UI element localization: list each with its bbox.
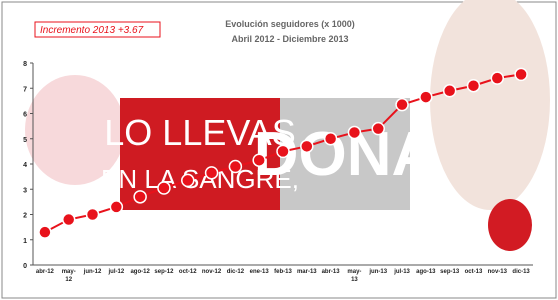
heart [488,199,532,251]
marker [158,182,170,194]
x-tick-label: jul-13 [392,268,412,276]
marker [182,174,194,186]
marker [229,161,241,173]
x-tick-label: ene-13 [249,268,269,276]
x-tick-label: ago-13 [416,268,436,276]
marker [515,68,527,80]
y-tick-label: 4 [23,162,27,169]
x-tick-label: oct-13 [463,268,483,276]
marker [396,99,408,111]
x-tick-label: abr-13 [321,268,341,276]
marker [110,201,122,213]
marker [277,145,289,157]
x-tick-label: sep-12 [154,268,174,276]
x-tick-label: dic-12 [225,268,245,276]
x-tick-label: sep-13 [440,268,460,276]
x-tick-label: mar-13 [297,268,317,276]
y-tick-label: 6 [23,112,27,119]
marker [87,209,99,221]
chart-title: Evolución seguidores (x 1000) [225,19,355,29]
chart-svg: LO LLEVAS EN LA SANGRE, DONA Incremento … [0,0,558,300]
x-tick-label: jun-12 [83,268,103,276]
marker [301,140,313,152]
marker [134,191,146,203]
x-tick-label: feb-13 [273,268,293,276]
y-tick-label: 7 [23,86,27,93]
marker [253,154,265,166]
x-tick-label: oct-12 [178,268,198,276]
x-tick-label: may-12 [59,268,79,284]
y-tick-label: 2 [23,213,27,220]
y-tick-label: 3 [23,187,27,194]
x-tick-label: nov-12 [202,268,222,276]
marker [467,80,479,92]
marker [420,91,432,103]
y-tick-label: 5 [23,137,27,144]
woman [430,0,550,210]
x-tick-label: abr-12 [35,268,55,276]
y-tick-label: 8 [23,61,27,68]
marker [372,123,384,135]
x-tick-label: dic-13 [511,268,531,276]
marker [491,72,503,84]
annotation: Incremento 2013 +3.67 [40,25,144,36]
marker [325,133,337,145]
marker [348,126,360,138]
x-tick-label: ago-12 [130,268,150,276]
marker [63,214,75,226]
x-tick-label: jul-12 [106,268,126,276]
marker [444,85,456,97]
y-tick-label: 0 [23,263,27,270]
y-tick-label: 1 [23,238,27,245]
x-tick-label: may-13 [344,268,364,284]
x-tick-label: nov-13 [487,268,507,276]
chart-subtitle: Abril 2012 - Diciembre 2013 [231,34,348,44]
marker [39,226,51,238]
x-tick-label: jun-13 [368,268,388,276]
marker [206,167,218,179]
chart: LO LLEVAS EN LA SANGRE, DONA Incremento … [0,0,558,300]
